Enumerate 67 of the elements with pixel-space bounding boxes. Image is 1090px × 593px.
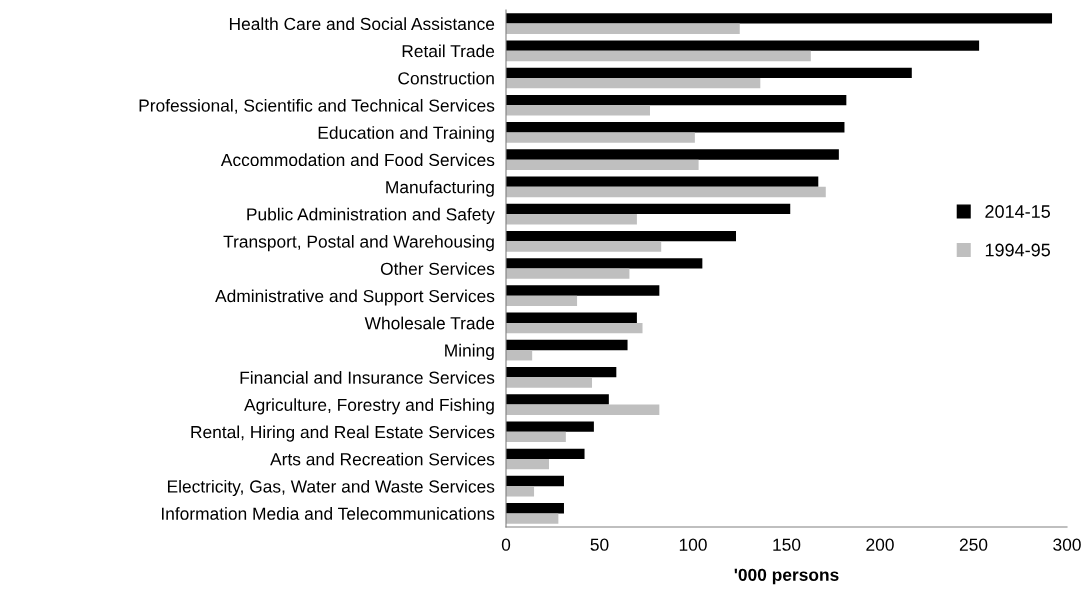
bar [506, 13, 1053, 24]
bar [506, 40, 980, 51]
x-tick-label: 250 [959, 538, 988, 551]
bar [506, 503, 564, 514]
bar [506, 50, 811, 62]
y-tick-label: Wholesale Trade [364, 316, 495, 330]
bar [506, 149, 839, 160]
bar [506, 268, 630, 279]
bar [506, 258, 703, 269]
y-tick-label: Mining [445, 343, 494, 361]
legend-label: 1994-95 [985, 243, 1050, 257]
bar [506, 486, 535, 497]
x-tick-label: 300 [1053, 538, 1081, 551]
bar [506, 513, 559, 524]
x-tick-label: 200 [866, 538, 894, 551]
y-tick-label: Manufacturing [386, 180, 494, 197]
bar [506, 339, 628, 351]
legend-label: 2014-15 [985, 205, 1050, 218]
y-tick-label: Information Media and Telecommunications [161, 507, 495, 520]
bar [506, 241, 662, 252]
bar [506, 176, 819, 187]
bar [506, 350, 533, 361]
x-tick-label: 150 [773, 538, 801, 551]
bar [506, 377, 593, 388]
bar [506, 458, 550, 470]
bar [506, 132, 695, 143]
bar [506, 203, 791, 215]
bar [506, 295, 578, 307]
y-tick-label: Construction [398, 71, 494, 85]
bar [506, 67, 912, 79]
bar [506, 230, 737, 242]
bar [506, 105, 650, 116]
y-tick-label: Administrative and Support Services [215, 289, 495, 306]
bar [506, 159, 699, 170]
x-axis-title: '000 persons [734, 568, 839, 585]
y-tick-label: Accommodation and Food Services [220, 153, 495, 167]
y-tick-label: Financial and Insurance Services [240, 371, 495, 384]
bar [506, 421, 594, 432]
y-tick-label: Agriculture, Forestry and Fishing [244, 398, 494, 415]
bar [506, 312, 637, 323]
y-tick-label: Rental, Hiring and Real Estate Services [191, 425, 495, 442]
y-tick-label: Retail Trade [402, 44, 495, 58]
y-tick-label: Other Services [380, 262, 495, 275]
x-tick-label: 100 [679, 538, 707, 551]
bar [506, 475, 564, 487]
y-tick-label: Arts and Recreation Services [270, 452, 495, 466]
bar [506, 394, 609, 405]
bar [506, 367, 617, 378]
bar [506, 404, 660, 415]
y-tick-label: Transport, Postal and Warehousing [223, 235, 494, 252]
bar [506, 23, 740, 34]
bar [506, 448, 585, 459]
bar [506, 94, 847, 106]
bar [506, 285, 660, 296]
bar [506, 186, 826, 198]
bar [506, 214, 637, 225]
x-tick-label: 0 [501, 538, 511, 551]
x-tick-label: 50 [590, 538, 609, 551]
y-tick-label: Health Care and Social Assistance [229, 17, 495, 31]
bar [506, 431, 566, 443]
bar [506, 122, 845, 133]
y-tick-label: Electricity, Gas, Water and Waste Services [167, 479, 495, 497]
bar [506, 322, 643, 334]
bar [506, 78, 761, 89]
y-tick-label: Professional, Scientific and Technical Services [139, 98, 495, 114]
y-tick-label: Public Administration and Safety [247, 207, 495, 224]
y-tick-label: Education and Training [318, 126, 494, 143]
